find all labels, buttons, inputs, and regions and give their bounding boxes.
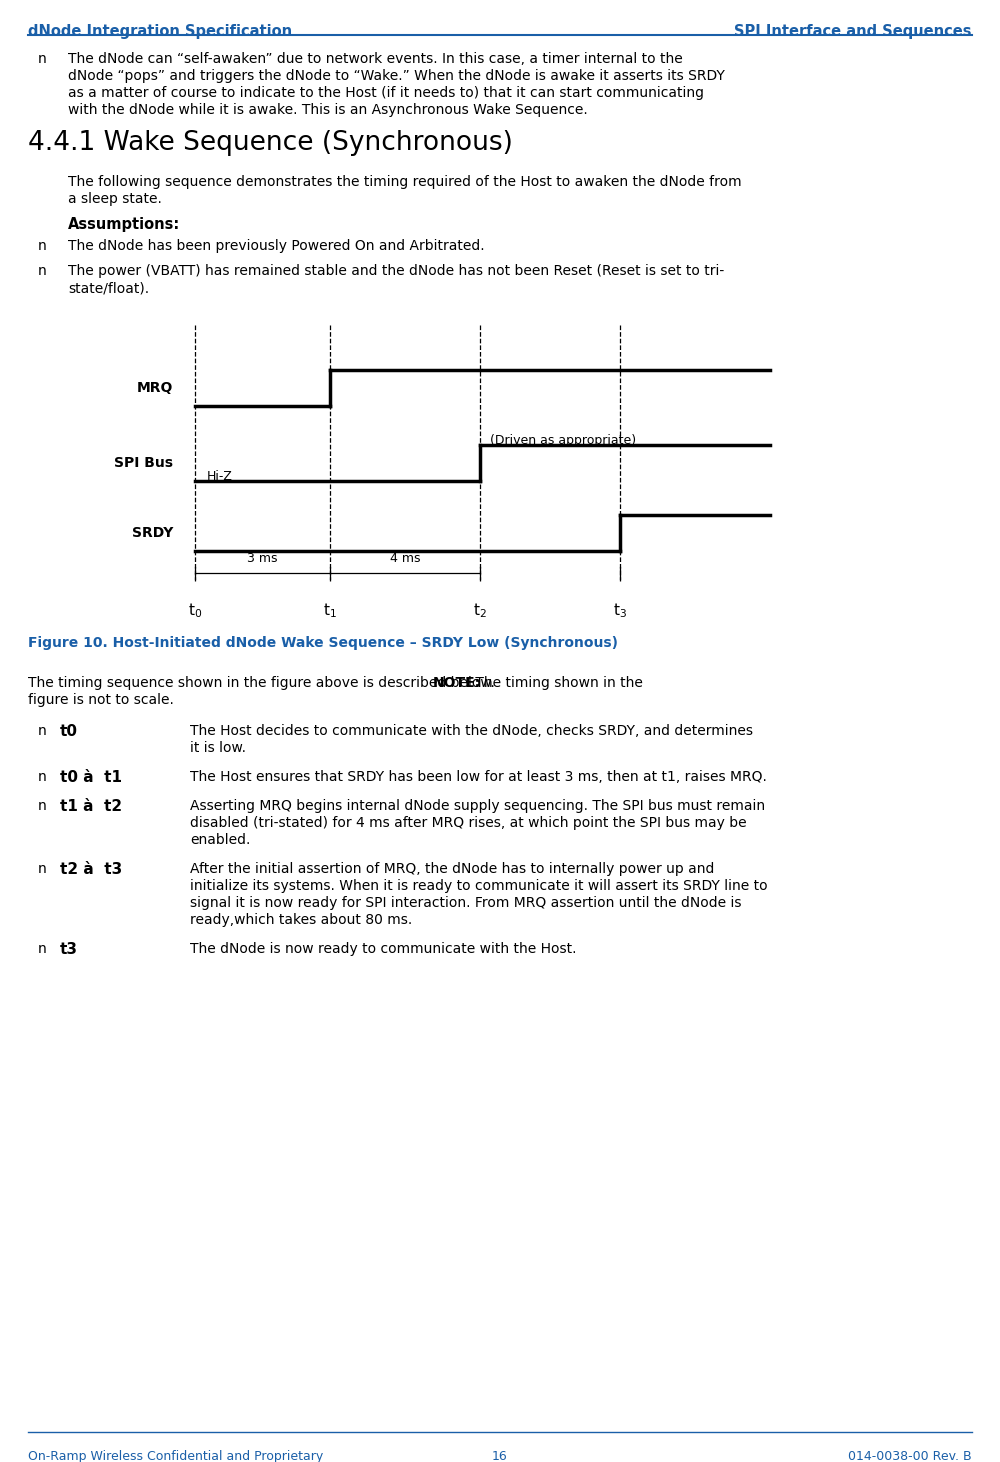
Text: t$_2$: t$_2$ (473, 601, 487, 620)
Text: t$_3$: t$_3$ (613, 601, 627, 620)
Text: The following sequence demonstrates the timing required of the Host to awaken th: The following sequence demonstrates the … (68, 175, 742, 189)
Text: 3 ms: 3 ms (247, 553, 278, 564)
Text: t$_0$: t$_0$ (188, 601, 202, 620)
Text: The dNode has been previously Powered On and Arbitrated.: The dNode has been previously Powered On… (68, 238, 485, 253)
Text: The Host ensures that SRDY has been low for at least 3 ms, then at t1, raises MR: The Host ensures that SRDY has been low … (190, 770, 767, 784)
Text: disabled (tri-stated) for 4 ms after MRQ rises, at which point the SPI bus may b: disabled (tri-stated) for 4 ms after MRQ… (190, 816, 747, 830)
Text: figure is not to scale.: figure is not to scale. (28, 693, 174, 708)
Text: On-Ramp Wireless Confidential and Proprietary: On-Ramp Wireless Confidential and Propri… (28, 1450, 323, 1462)
Text: MRQ: MRQ (137, 382, 173, 395)
Text: SPI Bus: SPI Bus (114, 456, 173, 469)
Text: a sleep state.: a sleep state. (68, 192, 162, 206)
Text: The dNode is now ready to communicate with the Host.: The dNode is now ready to communicate wi… (190, 942, 576, 956)
Text: t1 à  t2: t1 à t2 (60, 800, 122, 814)
Text: n: n (38, 724, 47, 738)
Text: n: n (38, 238, 47, 253)
Text: Figure 10. Host-Initiated dNode Wake Sequence – SRDY Low (Synchronous): Figure 10. Host-Initiated dNode Wake Seq… (28, 636, 618, 651)
Text: SPI Interface and Sequences: SPI Interface and Sequences (734, 23, 972, 39)
Text: The timing shown in the: The timing shown in the (471, 675, 643, 690)
Text: n: n (38, 265, 47, 278)
Text: 4 ms: 4 ms (390, 553, 420, 564)
Text: t2 à  t3: t2 à t3 (60, 863, 122, 877)
Text: ready,which takes about 80 ms.: ready,which takes about 80 ms. (190, 912, 412, 927)
Text: The Host decides to communicate with the dNode, checks SRDY, and determines: The Host decides to communicate with the… (190, 724, 753, 738)
Text: Hi-Z: Hi-Z (207, 469, 233, 482)
Text: t$_1$: t$_1$ (323, 601, 337, 620)
Text: t0: t0 (60, 724, 78, 738)
Text: Assumptions:: Assumptions: (68, 216, 180, 232)
Text: initialize its systems. When it is ready to communicate it will assert its SRDY : initialize its systems. When it is ready… (190, 879, 768, 893)
Text: 16: 16 (492, 1450, 508, 1462)
Text: state/float).: state/float). (68, 281, 149, 295)
Text: with the dNode while it is awake. This is an Asynchronous Wake Sequence.: with the dNode while it is awake. This i… (68, 102, 588, 117)
Text: n: n (38, 863, 47, 876)
Text: The timing sequence shown in the figure above is described below.: The timing sequence shown in the figure … (28, 675, 499, 690)
Text: The dNode can “self-awaken” due to network events. In this case, a timer interna: The dNode can “self-awaken” due to netwo… (68, 53, 683, 66)
Text: n: n (38, 942, 47, 956)
Text: signal it is now ready for SPI interaction. From MRQ assertion until the dNode i: signal it is now ready for SPI interacti… (190, 896, 742, 909)
Text: dNode Integration Specification: dNode Integration Specification (28, 23, 292, 39)
Text: dNode “pops” and triggers the dNode to “Wake.” When the dNode is awake it assert: dNode “pops” and triggers the dNode to “… (68, 69, 725, 83)
Text: After the initial assertion of MRQ, the dNode has to internally power up and: After the initial assertion of MRQ, the … (190, 863, 714, 876)
Text: t0 à  t1: t0 à t1 (60, 770, 122, 785)
Text: n: n (38, 770, 47, 784)
Text: it is low.: it is low. (190, 741, 246, 754)
Text: 014-0038-00 Rev. B: 014-0038-00 Rev. B (848, 1450, 972, 1462)
Text: Asserting MRQ begins internal dNode supply sequencing. The SPI bus must remain: Asserting MRQ begins internal dNode supp… (190, 800, 765, 813)
Text: n: n (38, 800, 47, 813)
Text: The power (VBATT) has remained stable and the dNode has not been Reset (Reset is: The power (VBATT) has remained stable an… (68, 265, 724, 278)
Text: t3: t3 (60, 942, 78, 958)
Text: 4.4.1 Wake Sequence (Synchronous): 4.4.1 Wake Sequence (Synchronous) (28, 130, 513, 156)
Text: SRDY: SRDY (132, 526, 173, 539)
Text: as a matter of course to indicate to the Host (if it needs to) that it can start: as a matter of course to indicate to the… (68, 86, 704, 99)
Text: n: n (38, 53, 47, 66)
Text: NOTE:: NOTE: (433, 675, 481, 690)
Text: enabled.: enabled. (190, 833, 250, 846)
Text: (Driven as appropriate): (Driven as appropriate) (490, 434, 636, 447)
